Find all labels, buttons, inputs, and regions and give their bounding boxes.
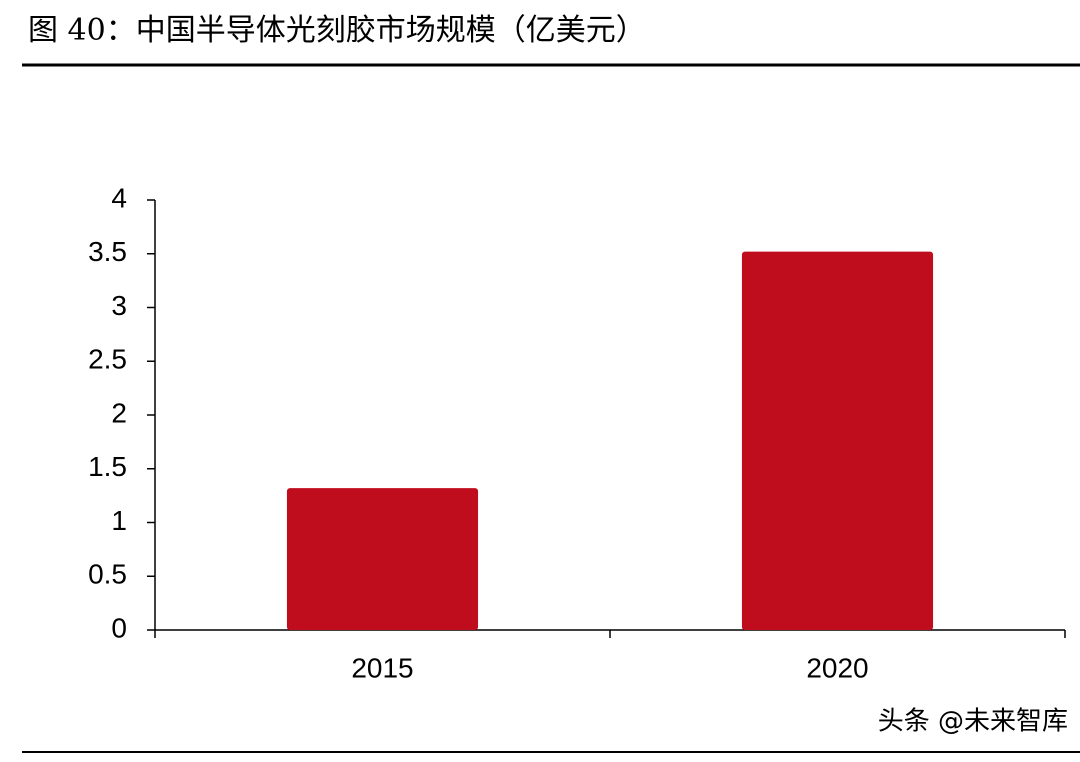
x-tick-label: 2020 (806, 652, 868, 683)
bar (741, 251, 934, 630)
y-tick-label: 2.5 (88, 344, 127, 375)
y-tick-label: 1 (111, 505, 127, 536)
y-tick-label: 2 (111, 397, 127, 428)
watermark: 头条 @未来智库 (878, 707, 1068, 737)
x-tick-label: 2015 (351, 652, 413, 683)
y-tick-label: 0.5 (88, 559, 127, 590)
y-tick-label: 3.5 (88, 236, 127, 267)
chart-title: 图 40：中国半导体光刻胶市场规模（亿美元） (28, 13, 646, 48)
y-tick-label: 0 (111, 612, 127, 643)
bar (286, 488, 479, 630)
y-tick-label: 1.5 (88, 451, 127, 482)
y-tick-label: 4 (111, 182, 127, 213)
y-tick-label: 3 (111, 290, 127, 321)
